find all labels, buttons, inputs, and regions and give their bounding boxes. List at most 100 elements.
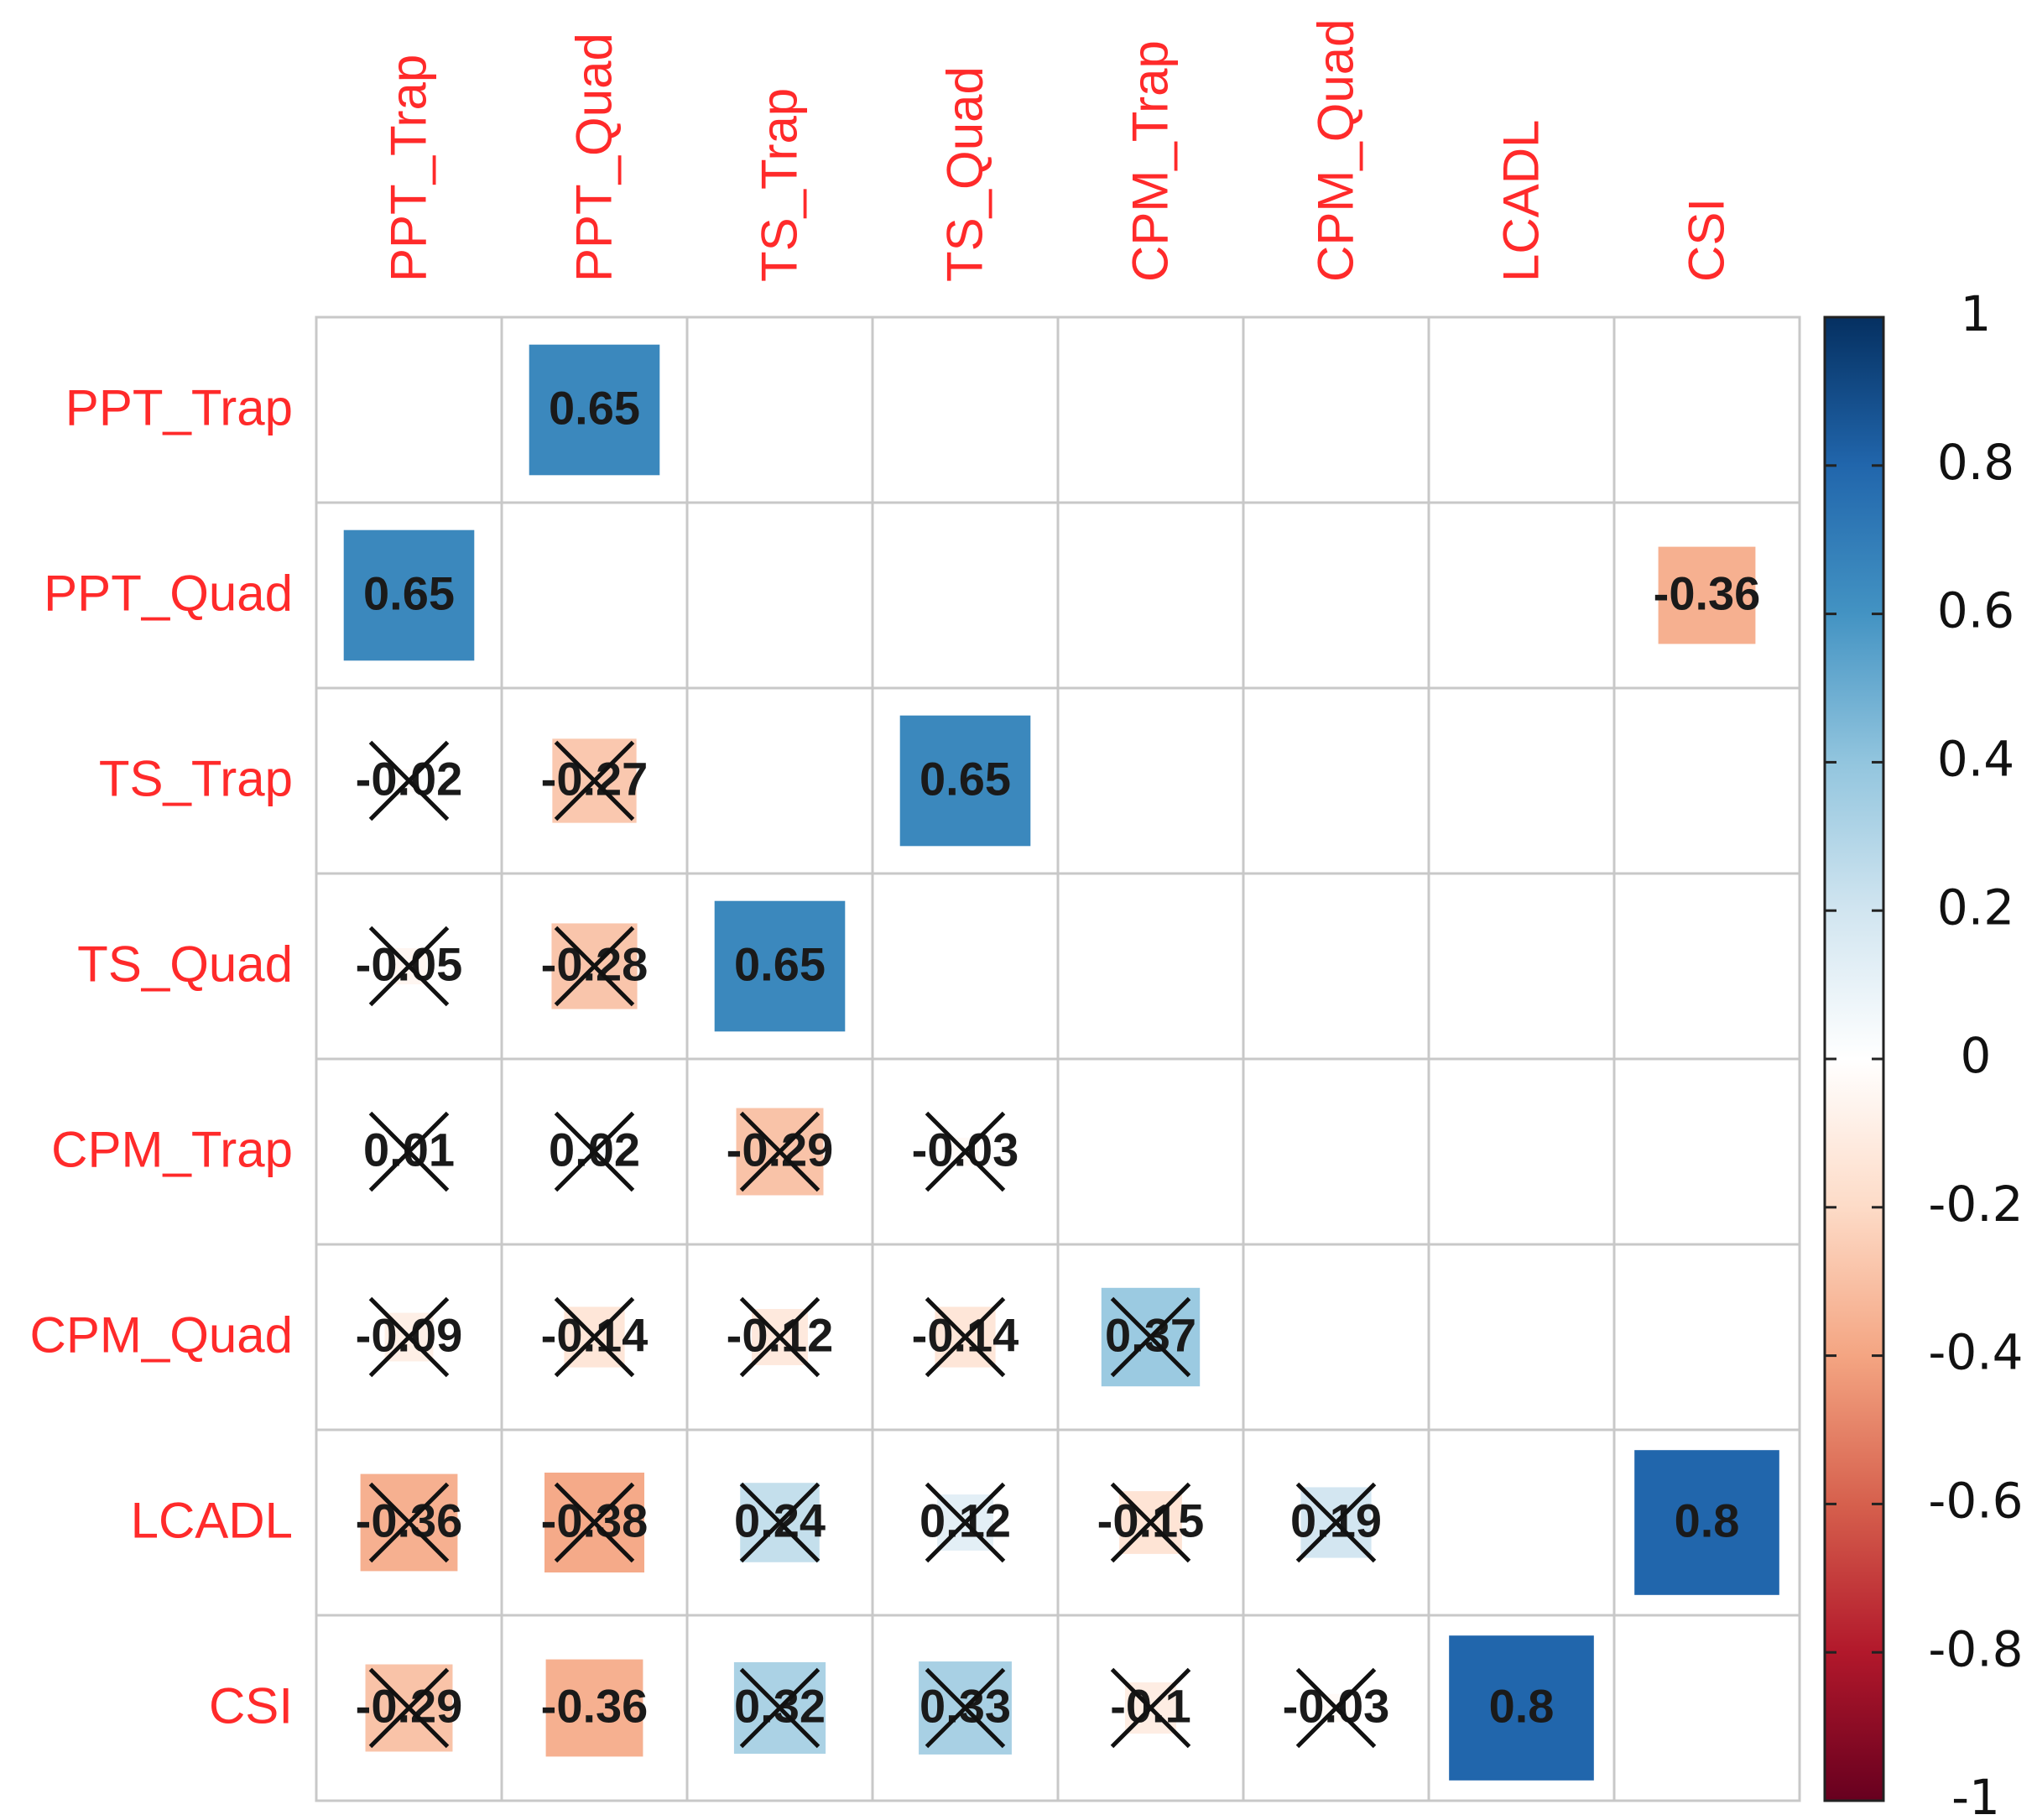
legend-tick-label: 0 — [1961, 1027, 1992, 1084]
cell-PPT_Quad-CSI: -0.36 — [1654, 546, 1761, 644]
cell-TS_Trap-PPT_Quad: -0.27 — [541, 738, 648, 823]
non-significant-cross — [368, 1482, 450, 1563]
legend-tick-label: -0.8 — [1928, 1620, 2023, 1677]
cells: 0.65 0.65 -0.36 -0.02 -0.27 0.65 -0.05 -0.28 0.6… — [343, 344, 1779, 1781]
non-significant-cross — [925, 1482, 1006, 1563]
non-significant-cross — [1110, 1296, 1191, 1378]
legend-tick-label: 0.6 — [1937, 582, 2014, 639]
cell-PPT_Trap-PPT_Quad: 0.65 — [529, 344, 660, 476]
non-significant-cross — [739, 1667, 821, 1749]
correlation-square — [1658, 546, 1756, 644]
cell-LCADL-PPT_Quad: -0.38 — [541, 1473, 648, 1572]
cell-CPM_Quad-TS_Quad: -0.14 — [912, 1296, 1018, 1378]
correlation-square — [529, 344, 660, 476]
cell-CSI-LCADL: 0.8 — [1449, 1635, 1594, 1781]
cell-LCADL-TS_Trap: 0.24 — [734, 1482, 826, 1563]
row-label: PPT_Quad — [44, 565, 293, 621]
correlation-value: 0.65 — [920, 752, 1011, 805]
correlation-value: 0.65 — [363, 566, 455, 619]
cell-LCADL-TS_Quad: 0.12 — [920, 1482, 1011, 1563]
cell-CPM_Quad-PPT_Trap: -0.09 — [356, 1296, 462, 1378]
non-significant-cross — [368, 1111, 450, 1192]
cell-TS_Trap-PPT_Trap: -0.02 — [356, 740, 462, 821]
non-significant-cross — [368, 740, 450, 821]
row-label: TS_Trap — [99, 750, 293, 806]
correlation-value: -0.36 — [1654, 566, 1761, 619]
correlation-square — [899, 715, 1031, 847]
cell-CPM_Trap-TS_Quad: -0.03 — [912, 1111, 1018, 1192]
column-label: CPM_Trap — [1123, 40, 1179, 282]
row-label: LCADL — [131, 1492, 293, 1548]
grid — [315, 316, 1801, 1802]
legend-tick-label: -0.2 — [1928, 1176, 2023, 1233]
non-significant-cross — [1295, 1667, 1377, 1749]
correlation-value: 0.8 — [1489, 1679, 1555, 1732]
correlation-value: -0.36 — [541, 1679, 649, 1732]
correlation-square — [714, 900, 846, 1032]
cell-CSI-PPT_Trap: -0.29 — [356, 1664, 462, 1752]
non-significant-cross — [554, 1482, 635, 1563]
legend-tick-label: -0.6 — [1928, 1473, 2023, 1530]
cell-TS_Trap-TS_Quad: 0.65 — [899, 715, 1031, 847]
correlation-value: 0.8 — [1675, 1494, 1740, 1546]
column-label: LCADL — [1493, 120, 1550, 282]
non-significant-cross — [554, 740, 635, 821]
cell-CSI-TS_Trap: 0.32 — [733, 1661, 826, 1755]
column-labels: PPT_Trap PPT_Quad TS_Trap TS_Quad CPM_Trap CP… — [381, 19, 1735, 282]
non-significant-cross — [925, 1296, 1006, 1378]
correlation-square — [1634, 1450, 1779, 1595]
color-legend: 1 0.8 0.6 0.4 0.2 0 -0.2 -0.4 -0.6 -0.8 -1 — [1823, 285, 2024, 1820]
column-label: PPT_Trap — [381, 55, 437, 282]
cell-LCADL-PPT_Trap: -0.36 — [356, 1473, 462, 1572]
cell-CPM_Quad-TS_Trap: -0.12 — [727, 1296, 833, 1378]
cell-CSI-PPT_Quad: -0.36 — [541, 1659, 649, 1757]
non-significant-cross — [368, 1667, 450, 1749]
cell-CPM_Quad-CPM_Trap: 0.37 — [1101, 1287, 1201, 1387]
row-label: PPT_Trap — [65, 379, 293, 435]
legend-tick-label: -0.4 — [1928, 1324, 2023, 1381]
non-significant-cross — [368, 1296, 450, 1378]
cell-CSI-CPM_Quad: -0.03 — [1283, 1667, 1389, 1749]
non-significant-cross — [739, 1111, 821, 1192]
cell-TS_Quad-TS_Trap: 0.65 — [714, 900, 846, 1032]
column-label: PPT_Quad — [566, 33, 623, 282]
cell-CSI-TS_Quad: 0.33 — [919, 1661, 1012, 1755]
cell-CPM_Trap-PPT_Quad: 0.02 — [549, 1111, 640, 1192]
column-label: TS_Quad — [937, 66, 993, 282]
non-significant-cross — [925, 1111, 1006, 1192]
non-significant-cross — [925, 1667, 1006, 1749]
legend-tick-label: 1 — [1961, 285, 1992, 342]
correlation-value: 0.65 — [734, 937, 826, 990]
non-significant-cross — [739, 1296, 821, 1378]
non-significant-cross — [1110, 1667, 1191, 1749]
non-significant-cross — [368, 926, 450, 1007]
column-label: CPM_Quad — [1308, 19, 1364, 282]
cell-LCADL-CPM_Trap: -0.15 — [1097, 1482, 1204, 1563]
column-label: CSI — [1679, 198, 1735, 282]
row-label: CPM_Quad — [30, 1306, 293, 1363]
correlation-square — [343, 529, 475, 661]
cell-CPM_Trap-PPT_Trap: 0.01 — [363, 1111, 455, 1192]
column-label: TS_Trap — [752, 88, 808, 282]
correlation-value: 0.65 — [549, 381, 640, 434]
cell-PPT_Quad-PPT_Trap: 0.65 — [343, 529, 475, 661]
cell-TS_Quad-PPT_Trap: -0.05 — [356, 926, 462, 1007]
correlation-square — [545, 1659, 643, 1757]
cell-CPM_Quad-PPT_Quad: -0.14 — [541, 1296, 648, 1378]
legend-tick-label: 0.8 — [1937, 434, 2014, 491]
non-significant-cross — [1110, 1482, 1191, 1563]
non-significant-cross — [554, 1111, 635, 1192]
row-labels: PPT_Trap PPT_Quad TS_Trap TS_Quad CPM_Trap CP… — [30, 379, 293, 1734]
cell-LCADL-CSI: 0.8 — [1634, 1450, 1779, 1595]
non-significant-cross — [739, 1482, 821, 1563]
cell-TS_Quad-PPT_Quad: -0.28 — [541, 923, 648, 1009]
non-significant-cross — [554, 1296, 635, 1378]
cell-CPM_Trap-TS_Trap: -0.29 — [727, 1108, 833, 1196]
correlation-square — [1449, 1635, 1594, 1781]
cell-LCADL-CPM_Quad: 0.19 — [1290, 1482, 1382, 1563]
non-significant-cross — [554, 926, 635, 1007]
row-label: CSI — [209, 1677, 293, 1734]
legend-tick-label: 0.2 — [1937, 879, 2014, 936]
cell-CSI-CPM_Trap: -0.1 — [1110, 1667, 1191, 1749]
